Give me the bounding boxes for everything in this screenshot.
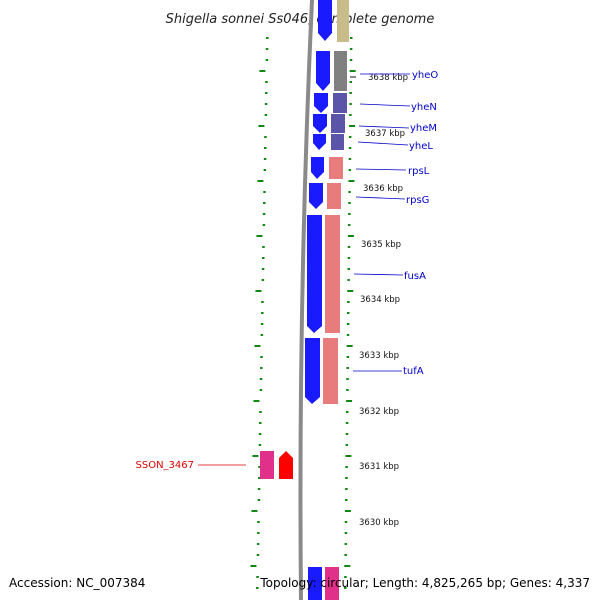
gene-feature-rpsL[interactable]	[311, 157, 324, 179]
kbp-label: 3632 kbp	[359, 407, 399, 417]
gene-feature-yheL[interactable]	[313, 134, 326, 150]
gene-label-yheN[interactable]: yheN	[411, 102, 437, 113]
genome-backbone	[298, 0, 314, 600]
gene-feature-SSON-3467-arrow[interactable]	[279, 451, 293, 479]
gene-label-rpsL[interactable]: rpsL	[408, 166, 430, 177]
gene-feature-rpsG[interactable]	[309, 183, 323, 209]
gene-feature-tufA[interactable]	[305, 338, 320, 404]
gene-feature-grey[interactable]	[334, 51, 347, 91]
rrna-feature[interactable]	[327, 183, 341, 209]
gene-feature-magenta[interactable]	[325, 567, 339, 600]
gene-label-SSON-3467[interactable]: SSON_3467	[136, 460, 195, 471]
gene-labels: yheO yheN yheM yheL rpsL rpsG fusA tufA …	[136, 70, 439, 471]
gene-feature[interactable]	[318, 0, 332, 41]
gene-feature-purple[interactable]	[331, 134, 344, 150]
gene-label-rpsG[interactable]: rpsG	[406, 195, 429, 206]
kbp-label: 3633 kbp	[359, 351, 399, 361]
gene-feature[interactable]	[308, 567, 322, 600]
kbp-label: 3631 kbp	[359, 462, 399, 472]
kbp-scale: 3638 kbp 3637 kbp 3636 kbp 3635 kbp 3634…	[350, 73, 408, 528]
kbp-label: 3635 kbp	[361, 240, 401, 250]
inner-tick-ring	[344, 37, 356, 589]
outer-tick-ring	[250, 37, 269, 589]
gene-feature-yheO[interactable]	[316, 51, 330, 91]
gene-label-fusA[interactable]: fusA	[404, 271, 426, 282]
kbp-label: 3637 kbp	[365, 129, 405, 139]
gene-label-tufA[interactable]: tufA	[403, 366, 424, 377]
gene-feature-purple[interactable]	[333, 93, 347, 113]
accession-label: Accession: NC_007384	[9, 576, 145, 590]
rrna-feature[interactable]	[325, 215, 340, 333]
kbp-label: 3636 kbp	[363, 184, 403, 194]
gene-label-yheM[interactable]: yheM	[410, 123, 437, 134]
gene-feature-yheN[interactable]	[314, 93, 328, 113]
gene-feature-olive[interactable]	[337, 0, 349, 42]
rrna-feature[interactable]	[323, 338, 338, 404]
topology-label: Topology: circular; Length: 4,825,265 bp…	[259, 576, 590, 590]
gene-label-yheL[interactable]: yheL	[409, 141, 433, 152]
map-title: Shigella sonnei Ss046, complete genome	[166, 12, 435, 27]
kbp-label: 3638 kbp	[368, 73, 408, 83]
gene-feature-SSON-3467[interactable]	[260, 451, 274, 479]
kbp-label: 3630 kbp	[359, 518, 399, 528]
gene-feature-yheM[interactable]	[313, 114, 327, 133]
feature-track	[260, 0, 349, 600]
gene-feature-fusA[interactable]	[307, 215, 322, 333]
gene-label-yheO[interactable]: yheO	[412, 70, 438, 81]
rrna-feature[interactable]	[329, 157, 343, 179]
gene-feature-purple[interactable]	[331, 114, 345, 133]
kbp-label: 3634 kbp	[360, 295, 400, 305]
